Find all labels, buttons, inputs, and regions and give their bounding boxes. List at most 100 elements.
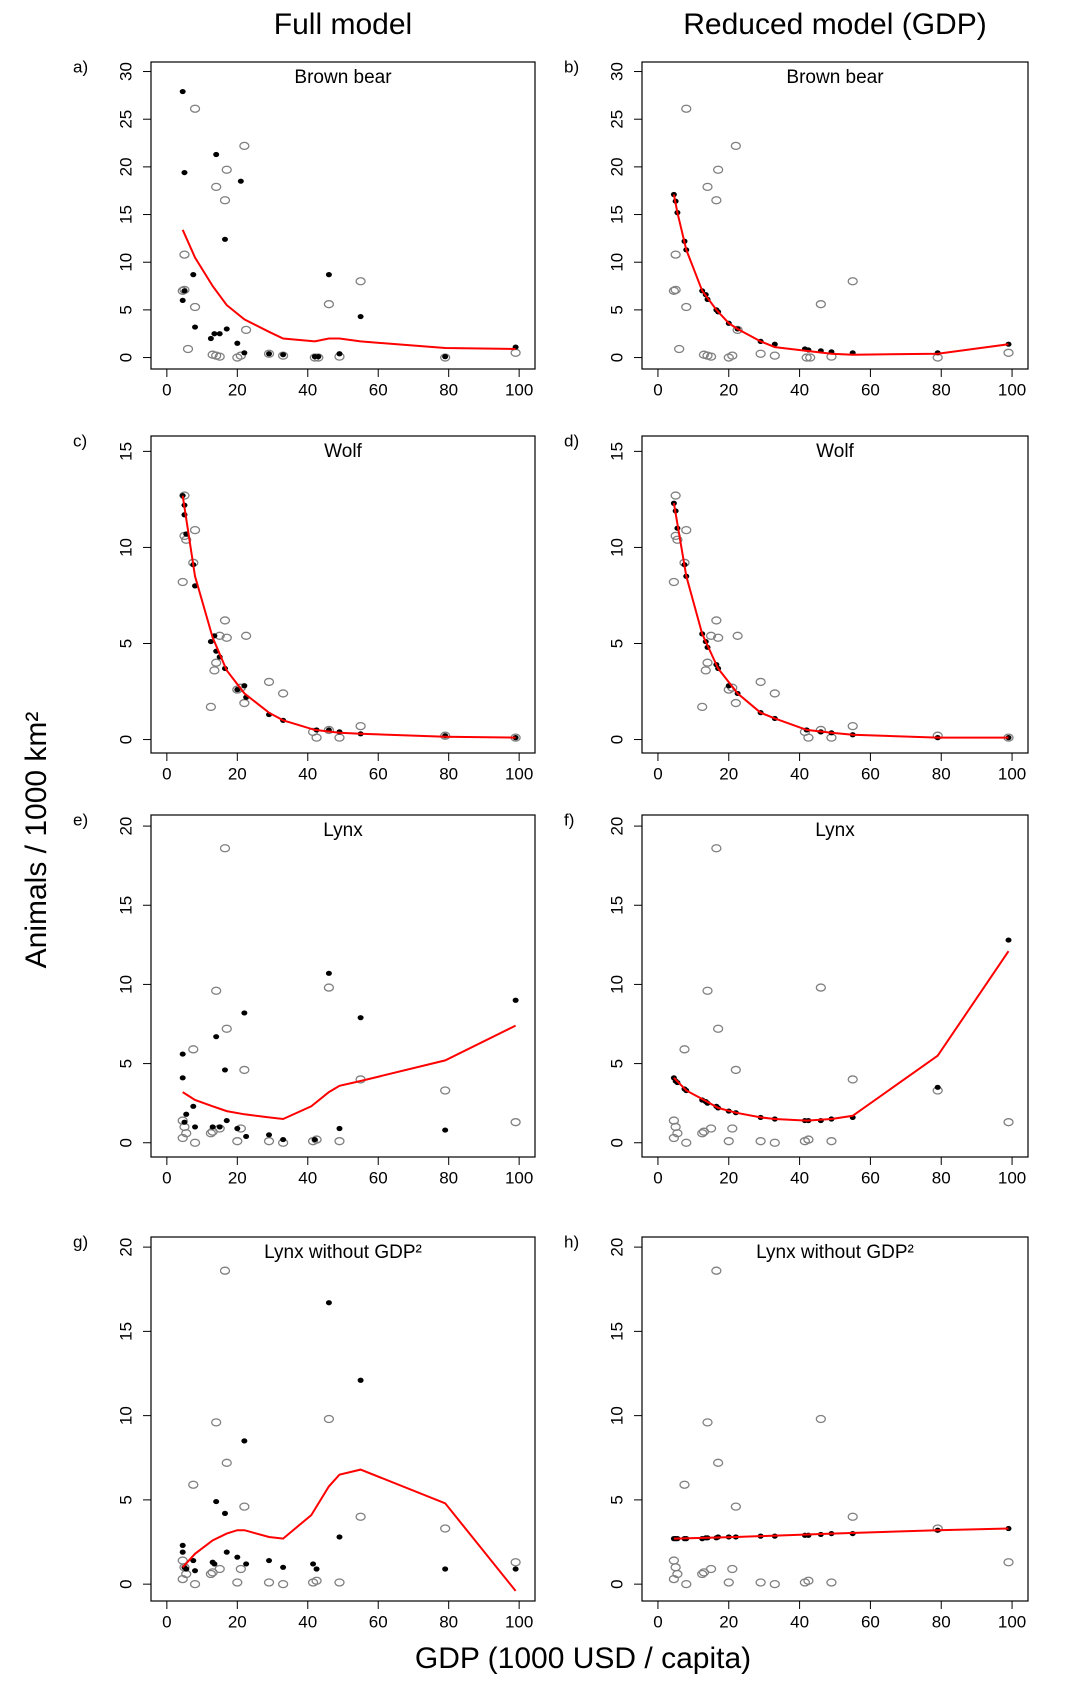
observed-point	[711, 196, 722, 205]
observed-point	[711, 1266, 722, 1275]
predicted-point	[179, 1075, 186, 1081]
panel: a) Brown bear 0 20 40 60 80 100 0 5 10 15 20 25 30	[73, 57, 536, 399]
y-tick-label: 15	[116, 205, 135, 224]
predicted-point	[442, 1127, 449, 1133]
plot-frame	[150, 61, 536, 370]
observed-point	[311, 1576, 322, 1585]
predicted-point	[1005, 937, 1012, 943]
observed-point	[727, 1564, 738, 1574]
panel-label: d)	[564, 431, 579, 450]
y-tick-label: 15	[116, 896, 135, 915]
observed-point	[711, 844, 722, 853]
observed-point	[801, 353, 812, 362]
y-tick-label: 10	[607, 975, 626, 994]
x-tick-label: 20	[719, 380, 738, 399]
observed-point	[670, 250, 681, 259]
observed-point	[826, 1578, 837, 1587]
predicted-point	[216, 1124, 223, 1130]
predicted-point	[223, 1549, 230, 1555]
x-tick-label: 0	[162, 764, 171, 783]
observed-point	[214, 352, 225, 361]
observed-point	[847, 277, 858, 286]
x-tick-label: 100	[998, 1168, 1026, 1187]
x-tick-label: 0	[653, 764, 662, 783]
y-tick-label: 5	[607, 639, 626, 648]
observed-point	[681, 104, 692, 113]
x-tick-label: 100	[505, 380, 533, 399]
observed-point	[700, 666, 711, 675]
predicted-point	[221, 236, 228, 242]
predicted-point	[1005, 735, 1012, 741]
predicted-point	[243, 1133, 250, 1140]
predicted-point	[179, 492, 186, 499]
y-tick-label: 10	[116, 253, 135, 272]
predicted-point	[179, 1549, 186, 1555]
y-tick-label: 10	[116, 1406, 135, 1425]
observed-point	[697, 702, 708, 712]
observed-point	[510, 348, 521, 357]
predicted-point	[237, 178, 244, 184]
predicted-point	[211, 331, 218, 337]
x-tick-label: 80	[439, 764, 458, 783]
observed-point	[670, 285, 681, 295]
observed-point	[712, 1458, 724, 1467]
y-tick-label: 5	[116, 639, 135, 648]
observed-point	[668, 1133, 680, 1143]
predicted-point	[190, 272, 197, 278]
predicted-point	[1005, 341, 1012, 347]
fit-line	[672, 194, 1009, 356]
predicted-point	[241, 1438, 248, 1444]
x-tick-label: 100	[505, 1168, 533, 1187]
predicted-point	[209, 1124, 216, 1130]
predicted-point	[207, 335, 214, 342]
observed-point	[755, 677, 766, 687]
x-tick-label: 100	[998, 380, 1026, 399]
panel-title: Lynx without GDP²	[264, 1242, 422, 1263]
observed-point	[702, 1418, 713, 1427]
observed-point	[1003, 1558, 1014, 1567]
observed-point	[672, 1569, 683, 1579]
x-tick-label: 80	[932, 380, 951, 399]
observed-point	[681, 525, 692, 535]
observed-point	[730, 698, 741, 708]
observed-point	[730, 1502, 741, 1511]
fit-line	[181, 1468, 517, 1592]
predicted-point	[234, 1125, 241, 1132]
observed-point	[815, 1414, 826, 1424]
observed-point	[232, 1578, 243, 1587]
x-tick-label: 40	[298, 1612, 317, 1631]
predicted-point	[221, 1510, 228, 1516]
observed-point	[668, 577, 680, 587]
predicted-point	[183, 1566, 190, 1572]
x-tick-label: 100	[998, 764, 1026, 783]
observed-point	[705, 352, 717, 361]
x-tick-label: 0	[162, 1612, 171, 1631]
observed-point	[181, 1129, 192, 1138]
observed-point	[803, 733, 814, 742]
predicted-point	[190, 1557, 197, 1564]
observed-point	[755, 1137, 766, 1146]
observed-point	[681, 1579, 692, 1589]
observed-point	[440, 1086, 451, 1095]
panel-title: Wolf	[816, 441, 854, 462]
observed-point	[221, 1024, 232, 1033]
observed-point	[712, 1024, 724, 1033]
observed-point	[668, 286, 680, 295]
y-tick-label: 15	[607, 896, 626, 915]
observed-point	[712, 165, 724, 174]
predicted-point	[241, 683, 248, 689]
predicted-point	[266, 1557, 273, 1564]
predicted-point	[357, 1377, 364, 1383]
predicted-point	[181, 288, 188, 294]
predicted-point	[325, 272, 332, 278]
x-tick-label: 60	[369, 380, 388, 399]
observed-point	[732, 631, 743, 640]
y-tick-label: 25	[116, 110, 135, 129]
predicted-point	[213, 1498, 220, 1505]
y-tick-label: 10	[607, 1406, 626, 1425]
panel-title: Lynx without GDP²	[756, 1242, 914, 1263]
y-tick-label: 15	[607, 442, 626, 461]
observed-point	[769, 689, 780, 698]
observed-point	[769, 1138, 780, 1147]
observed-point	[826, 1137, 837, 1146]
